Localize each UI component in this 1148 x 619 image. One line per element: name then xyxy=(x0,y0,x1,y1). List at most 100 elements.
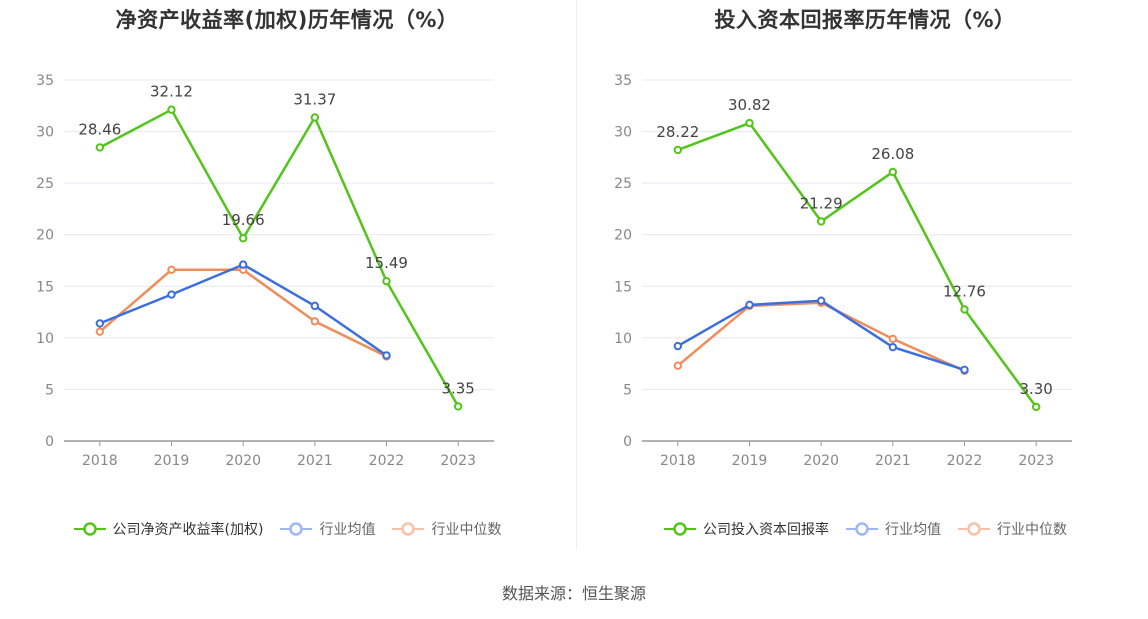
y-tick-label: 35 xyxy=(36,73,54,89)
data-label: 26.08 xyxy=(871,145,914,163)
legend-item-industry-mean[interactable]: 行业均值 xyxy=(279,519,375,539)
x-tick-label: 2023 xyxy=(1018,453,1054,469)
data-point xyxy=(816,217,826,226)
legend-label: 行业均值 xyxy=(885,522,941,538)
x-tick-label: 2019 xyxy=(732,453,768,469)
series-line xyxy=(676,301,966,373)
x-tick-label: 2020 xyxy=(803,453,839,469)
panel-divider xyxy=(576,0,577,550)
x-tick-label: 2018 xyxy=(82,453,118,469)
series-line xyxy=(677,299,965,371)
data-point xyxy=(95,143,105,152)
legend-item-industry-mean[interactable]: 行业均值 xyxy=(845,519,941,539)
legend-item-company[interactable]: 公司投入资本回报率 xyxy=(663,519,829,539)
data-label: 21.29 xyxy=(800,194,843,212)
chart-legend: 公司净资产收益率(加权) 行业均值 行业中位数 xyxy=(0,519,574,539)
y-tick-label: 30 xyxy=(36,125,54,141)
data-point xyxy=(888,334,898,344)
data-point xyxy=(310,113,320,122)
roe-chart-panel: 净资产收益率(加权)历年情况（%） 0 5 10 15 20 25 30 35 2018 2019… xyxy=(0,0,574,560)
data-point xyxy=(95,319,105,328)
x-tick-label: 2023 xyxy=(440,453,476,469)
series-line xyxy=(99,108,460,408)
legend-item-industry-median[interactable]: 行业中位数 xyxy=(957,519,1067,539)
x-tick-label: 2020 xyxy=(225,453,261,469)
y-tick-label: 25 xyxy=(614,176,632,192)
x-tick-label: 2019 xyxy=(154,453,190,469)
legend-line-marker-icon xyxy=(846,522,878,536)
data-point xyxy=(310,301,320,311)
x-tick-label: 2018 xyxy=(660,453,696,469)
legend-line-marker-icon xyxy=(73,522,106,536)
roic-line-chart: 0 5 10 15 20 25 30 35 2018 2019 2020 2021 2022 2023 28… xyxy=(614,73,1072,469)
data-point xyxy=(745,118,754,128)
data-point xyxy=(382,277,391,286)
x-tick-label: 2021 xyxy=(297,453,333,469)
legend-line-marker-icon xyxy=(958,522,990,536)
data-label: 32.12 xyxy=(150,83,193,101)
data-label: 12.76 xyxy=(943,282,986,300)
series-line xyxy=(99,263,388,357)
legend-label: 公司净资产收益率(加权) xyxy=(112,522,264,538)
legend-label: 行业中位数 xyxy=(997,522,1067,538)
data-point xyxy=(238,260,248,269)
data-point xyxy=(960,365,969,375)
legend-line-marker-icon xyxy=(664,522,696,536)
legend-label: 公司投入资本回报率 xyxy=(703,522,829,538)
y-tick-label: 5 xyxy=(45,382,54,398)
data-point xyxy=(816,296,826,305)
y-tick-label: 5 xyxy=(623,382,632,398)
y-tick-label: 20 xyxy=(36,228,54,244)
chart-legend: 公司投入资本回报率 行业均值 行业中位数 xyxy=(578,519,1148,539)
y-tick-label: 20 xyxy=(614,228,632,244)
y-tick-label: 35 xyxy=(614,73,632,89)
data-point xyxy=(1031,402,1041,412)
data-point xyxy=(167,290,176,299)
data-label: 15.49 xyxy=(365,254,408,272)
data-source-note: 数据来源：恒生聚源 xyxy=(501,584,646,603)
y-tick-label: 0 xyxy=(623,434,632,450)
series-line xyxy=(677,121,1038,408)
data-point xyxy=(382,351,391,360)
y-tick-label: 30 xyxy=(614,125,632,141)
y-tick-label: 10 xyxy=(614,331,632,347)
legend-line-marker-icon xyxy=(392,522,425,536)
data-point xyxy=(167,265,176,274)
chart-title: 投入资本回报率历年情况（%） xyxy=(714,8,1016,32)
data-point xyxy=(673,341,683,351)
chart-title: 净资产收益率(加权)历年情况（%） xyxy=(115,8,459,32)
data-label: 28.22 xyxy=(656,123,699,141)
y-tick-label: 15 xyxy=(36,279,54,295)
data-point xyxy=(888,167,898,177)
series-line xyxy=(98,268,388,358)
y-tick-label: 25 xyxy=(36,176,54,192)
legend-label: 行业均值 xyxy=(319,522,376,538)
x-tick-label: 2021 xyxy=(875,453,911,469)
data-point xyxy=(888,342,898,352)
data-label: 3.35 xyxy=(441,379,474,397)
data-point xyxy=(95,327,105,336)
data-label: 30.82 xyxy=(728,96,771,114)
y-tick-label: 10 xyxy=(36,331,54,347)
data-point xyxy=(673,361,683,370)
data-point xyxy=(167,105,176,114)
data-point xyxy=(453,402,463,411)
y-tick-label: 0 xyxy=(45,434,54,450)
data-label: 28.46 xyxy=(78,120,121,138)
data-label: 31.37 xyxy=(293,90,336,108)
legend-line-marker-icon xyxy=(280,522,313,536)
x-tick-label: 2022 xyxy=(947,453,983,469)
x-tick-label: 2022 xyxy=(369,453,405,469)
data-point xyxy=(238,234,248,243)
data-label: 19.66 xyxy=(222,211,265,229)
roe-line-chart: 0 5 10 15 20 25 30 35 2018 2019 2020 2021 2022 2023 28… xyxy=(36,73,494,469)
data-point xyxy=(960,305,969,314)
y-tick-label: 15 xyxy=(614,279,632,295)
legend-item-industry-median[interactable]: 行业中位数 xyxy=(391,519,501,539)
data-point xyxy=(745,300,754,310)
data-label: 3.30 xyxy=(1019,380,1052,398)
legend-label: 行业中位数 xyxy=(431,522,502,538)
data-point xyxy=(310,317,320,326)
legend-item-company[interactable]: 公司净资产收益率(加权) xyxy=(73,519,264,539)
data-point xyxy=(673,145,683,155)
